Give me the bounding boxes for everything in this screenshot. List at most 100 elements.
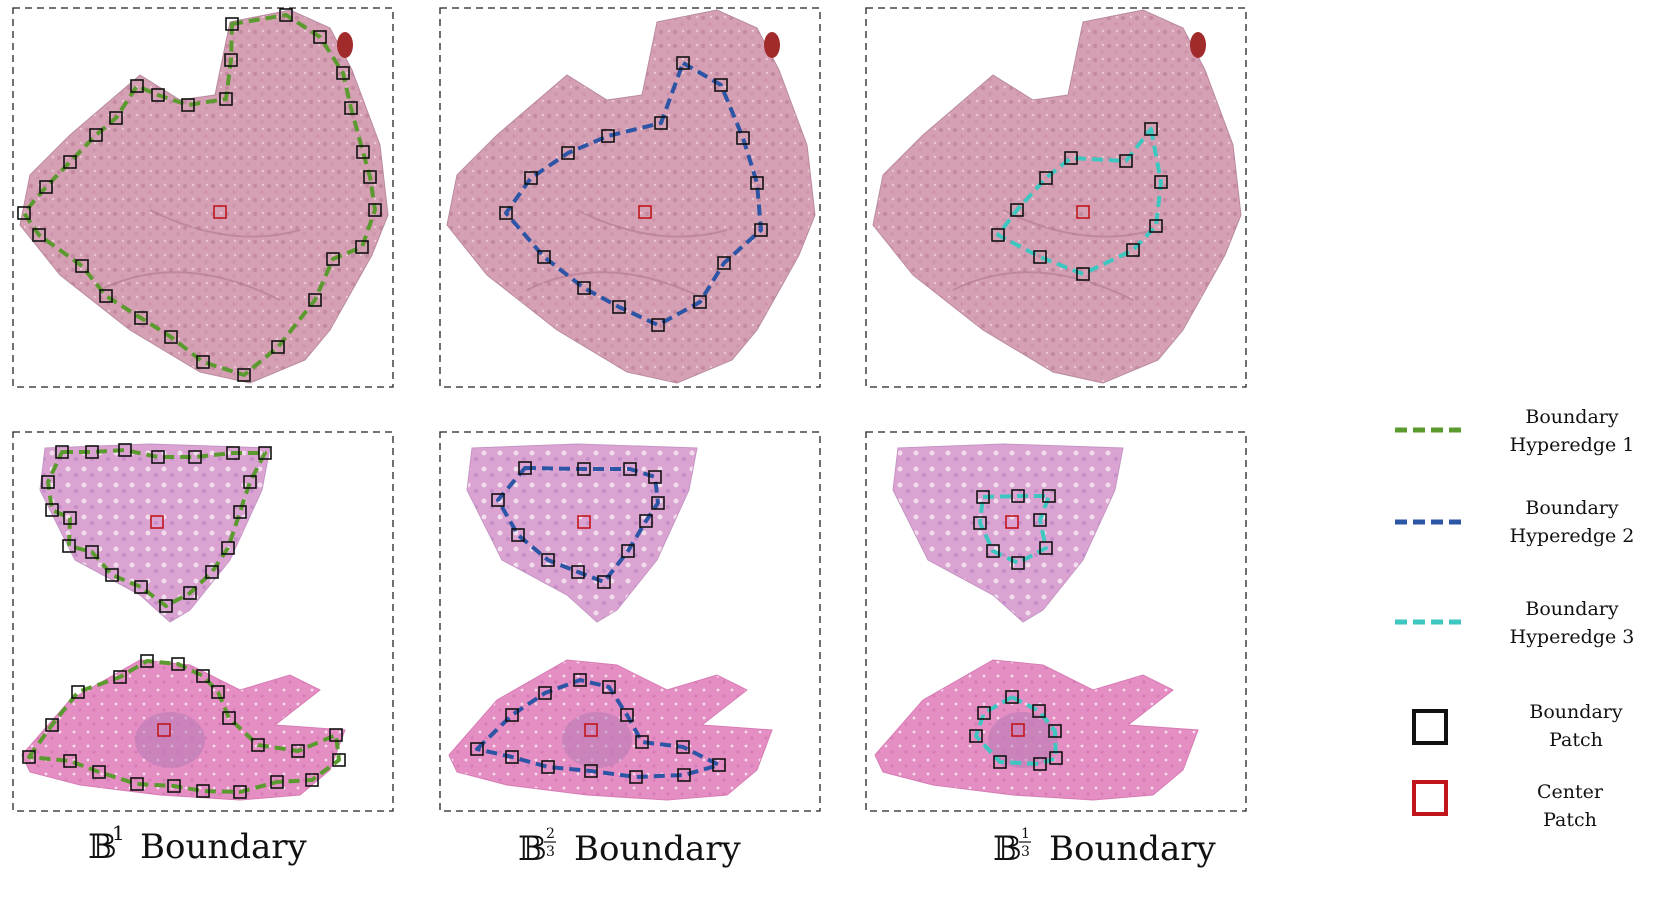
hyperedge3-bottom-lower-boundary-patch-7 — [969, 729, 983, 743]
tissue-bottom-lesion-1 — [135, 712, 205, 768]
tissue-fold-1 — [99, 209, 301, 301]
caption-b13-base: 𝔹 — [993, 829, 1022, 869]
tissue-bottom-lesion-2 — [562, 712, 632, 768]
hyperedge1-bottom-upper-boundary-patch-12 — [183, 586, 197, 600]
tissue-fold-3 — [952, 209, 1154, 301]
hyperedge3-top-boundary-patch-6 — [1033, 250, 1047, 264]
hyperedge3-top-boundary-patch-2 — [1154, 175, 1168, 189]
hyperedge3-top-boundary-patch-11 — [1119, 154, 1133, 168]
legend: Boundary Hyperedge 1 Boundary Hyperedge … — [1395, 406, 1634, 831]
hyperedge2-top-boundary-patch-7 — [693, 295, 707, 309]
tissue-fold-2 — [526, 209, 728, 301]
hyperedge1-top-boundary-patch-6 — [356, 145, 370, 159]
hyperedge2-bottom-upper-boundary-patch-8 — [597, 575, 611, 589]
hyperedge1-bottom-upper-boundary-patch-6 — [226, 446, 240, 460]
hyperedge2-bottom-lower-boundary-patch-14 — [505, 750, 519, 764]
tissue-blood-spot-1 — [337, 32, 353, 58]
hyperedge3-top-boundary-patch-7 — [991, 228, 1005, 242]
hyperedge1-top-boundary-patch-16 — [134, 311, 148, 325]
panel-frame-6 — [865, 431, 1247, 812]
hyperedge1-top-boundary-patch-21 — [39, 180, 53, 194]
tissue-bottom-upper-3 — [892, 443, 1124, 623]
panel-frame-2 — [439, 7, 821, 388]
hyperedge1-bottom-lower-boundary-patch-4 — [113, 670, 127, 684]
hyperedge2-top-boundary-patch-13 — [524, 171, 538, 185]
hyperedge1-top-boundary-patch-13 — [237, 368, 251, 382]
hyperedge1-top-boundary-patch-4 — [336, 66, 350, 80]
center-patch-5 — [577, 515, 591, 529]
hyperedge1-bottom-upper-boundary-patch-3 — [118, 443, 132, 457]
hyperedge2-bottom-lower-boundary-patch-7 — [635, 735, 649, 749]
hyperedge3-bottom-upper-boundary-patch-5 — [1039, 541, 1053, 555]
hyperedge1-bottom-lower-boundary-patch-8 — [211, 685, 225, 699]
hyperedge3-top-boundary-patch-3 — [1149, 219, 1163, 233]
legend-boundary-patch-icon — [1412, 709, 1448, 745]
hyperedge1-bottom-lower-line — [27, 659, 341, 794]
hyperedge2-top-boundary-patch-9 — [612, 300, 626, 314]
hyperedge2-bottom-lower-boundary-patch-12 — [584, 764, 598, 778]
hyperedge2-bottom-lower-boundary-patch-9 — [712, 758, 726, 772]
hyperedge1-bottom-upper-boundary-patch-17 — [62, 539, 76, 553]
hyperedge2-bottom-lower-boundary-patch-1 — [470, 742, 484, 756]
hyperedge3-bottom-lower-boundary-patch-4 — [1049, 751, 1063, 765]
hyperedge2-top-boundary-patch-1 — [676, 56, 690, 70]
hyperedge2-bottom-upper-boundary-patch-12 — [491, 493, 505, 507]
tissue-blood-spot-3 — [1190, 32, 1206, 58]
caption-b13-exp-num: 1 — [1021, 826, 1030, 842]
center-patch-8 — [584, 723, 598, 737]
hyperedge1-bottom-upper-boundary-patch-20 — [41, 475, 55, 489]
hyperedge1-bottom-upper-boundary-patch-7 — [258, 446, 272, 460]
hyperedge2-top-boundary-patch-10 — [577, 281, 591, 295]
hyperedge2-top-boundary-patch-12 — [499, 206, 513, 220]
tissue-top-1 — [19, 9, 389, 384]
hyperedge2-bottom-upper-boundary-patch-1 — [518, 461, 532, 475]
caption-b23-exp-den: 3 — [546, 844, 555, 860]
caption-b13-exp-den: 3 — [1021, 844, 1030, 860]
panel-frame-1 — [12, 7, 394, 388]
hyperedge2-bottom-lower-line — [475, 678, 721, 779]
legend-hyperedge3-line2: Hyperedge 3 — [1510, 626, 1635, 648]
legend-hyperedge3-line1: Boundary — [1525, 598, 1618, 620]
caption-b13: 𝔹 1 3 Boundary — [993, 826, 1217, 869]
hyperedge1-bottom-lower-boundary-patch-12 — [329, 728, 343, 742]
hyperedge3-bottom-upper-boundary-patch-6 — [1011, 556, 1025, 570]
tissue-top-3 — [872, 9, 1242, 384]
hyperedge2-bottom-upper-boundary-patch-10 — [541, 553, 555, 567]
hyperedge1-top-boundary-patch-26 — [151, 88, 165, 102]
hyperedge2-bottom-lower-boundary-patch-6 — [620, 708, 634, 722]
hyperedge1-bottom-lower-boundary-patch-21 — [63, 754, 77, 768]
center-patch-2 — [638, 205, 652, 219]
hyperedge2-top-boundary-patch-14 — [561, 146, 575, 160]
hyperedge1-top-boundary-patch-25 — [130, 79, 144, 93]
legend-hyperedge2-line2: Hyperedge 2 — [1510, 525, 1635, 547]
hyperedge1-bottom-lower-boundary-patch-19 — [130, 777, 144, 791]
hyperedge3-bottom-lower-boundary-patch-1 — [1005, 690, 1019, 704]
hyperedge2-bottom-upper-boundary-patch-5 — [651, 496, 665, 510]
hyperedge2-top-boundary-patch-15 — [601, 129, 615, 143]
hyperedge1-bottom-upper-boundary-patch-8 — [243, 475, 257, 489]
hyperedge1-bottom-upper-boundary-patch-9 — [233, 505, 247, 519]
hyperedge3-top-line — [996, 127, 1163, 276]
hyperedge1-top-boundary-patch-15 — [164, 330, 178, 344]
hyperedge1-top-boundary-patch-20 — [17, 206, 31, 220]
hyperedge1-bottom-lower-boundary-patch-2 — [45, 718, 59, 732]
legend-center-patch-icon — [1412, 780, 1448, 816]
hyperedge2-bottom-lower-boundary-patch-11 — [629, 770, 643, 784]
hyperedge3-top-boundary-patch-5 — [1076, 267, 1090, 281]
hyperedge3-bottom-upper-boundary-patch-1 — [976, 490, 990, 504]
hyperedge2-top-boundary-patch-16 — [654, 116, 668, 130]
hyperedge1-bottom-lower-boundary-patch-11 — [291, 744, 305, 758]
hyperedge1-bottom-upper-boundary-patch-19 — [45, 503, 59, 517]
hyperedge1-bottom-lower-boundary-patch-14 — [305, 773, 319, 787]
hyperedge1-bottom-lower-boundary-patch-18 — [167, 779, 181, 793]
hyperedge3-bottom-upper-boundary-patch-3 — [1042, 489, 1056, 503]
hyperedge3-bottom-lower-boundary-patch-5 — [1033, 757, 1047, 771]
hyperedge3-bottom-upper-line — [978, 494, 1051, 565]
hyperedge3-bottom-lower-boundary-patch-8 — [977, 706, 991, 720]
caption-b23-base: 𝔹 — [518, 829, 547, 869]
hyperedge1-top-boundary-patch-8 — [368, 203, 382, 217]
hyperedge2-bottom-upper-boundary-patch-4 — [648, 470, 662, 484]
hyperedge1-bottom-upper-boundary-patch-10 — [221, 541, 235, 555]
hyperedge3-top-boundary-patch-8 — [1010, 203, 1024, 217]
hyperedge1-top-boundary-patch-5 — [344, 101, 358, 115]
